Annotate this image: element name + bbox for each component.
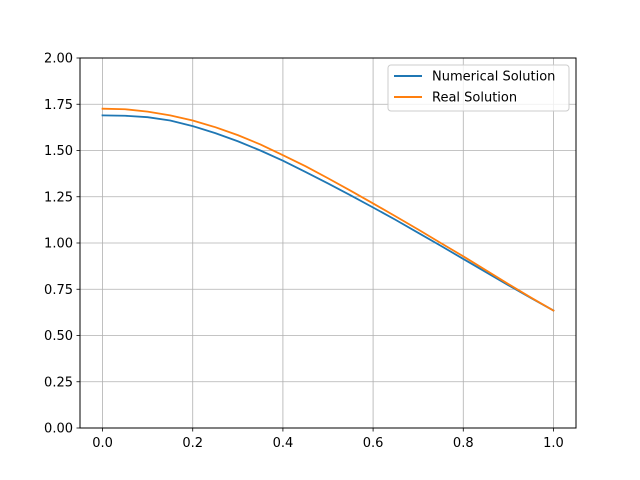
x-tick-label: 0.4 bbox=[273, 436, 294, 451]
x-tick-label: 0.2 bbox=[182, 436, 203, 451]
y-tick-label: 1.75 bbox=[44, 98, 73, 113]
series-line-0 bbox=[101, 114, 555, 312]
legend-box bbox=[387, 64, 570, 112]
y-axis: 0.00 0.25 0.50 0.75 1.00 1.25 1.50 1.75 2.00 bbox=[44, 52, 80, 437]
series-line-1 bbox=[101, 107, 555, 312]
x-axis: 0.0 0.2 0.4 0.6 0.8 1.0 bbox=[92, 428, 564, 451]
legend-label-real: Real Solution bbox=[432, 91, 517, 106]
x-tick-label: 0.0 bbox=[92, 436, 113, 451]
series-layer bbox=[101, 107, 555, 312]
y-tick-label: 2.00 bbox=[44, 52, 73, 67]
y-tick-label: 0.00 bbox=[44, 422, 73, 437]
legend-label-numerical: Numerical Solution bbox=[432, 70, 555, 85]
y-tick-label: 0.50 bbox=[44, 329, 73, 344]
y-tick-label: 0.75 bbox=[44, 283, 73, 298]
x-tick-label: 1.0 bbox=[543, 436, 564, 451]
legend: Numerical Solution Real Solution bbox=[387, 64, 570, 112]
x-tick-label: 0.8 bbox=[453, 436, 474, 451]
y-tick-label: 1.25 bbox=[44, 190, 73, 205]
x-tick-label: 0.6 bbox=[363, 436, 384, 451]
y-tick-label: 1.50 bbox=[44, 144, 73, 159]
y-tick-label: 0.25 bbox=[44, 375, 73, 390]
y-tick-label: 1.00 bbox=[44, 237, 73, 252]
